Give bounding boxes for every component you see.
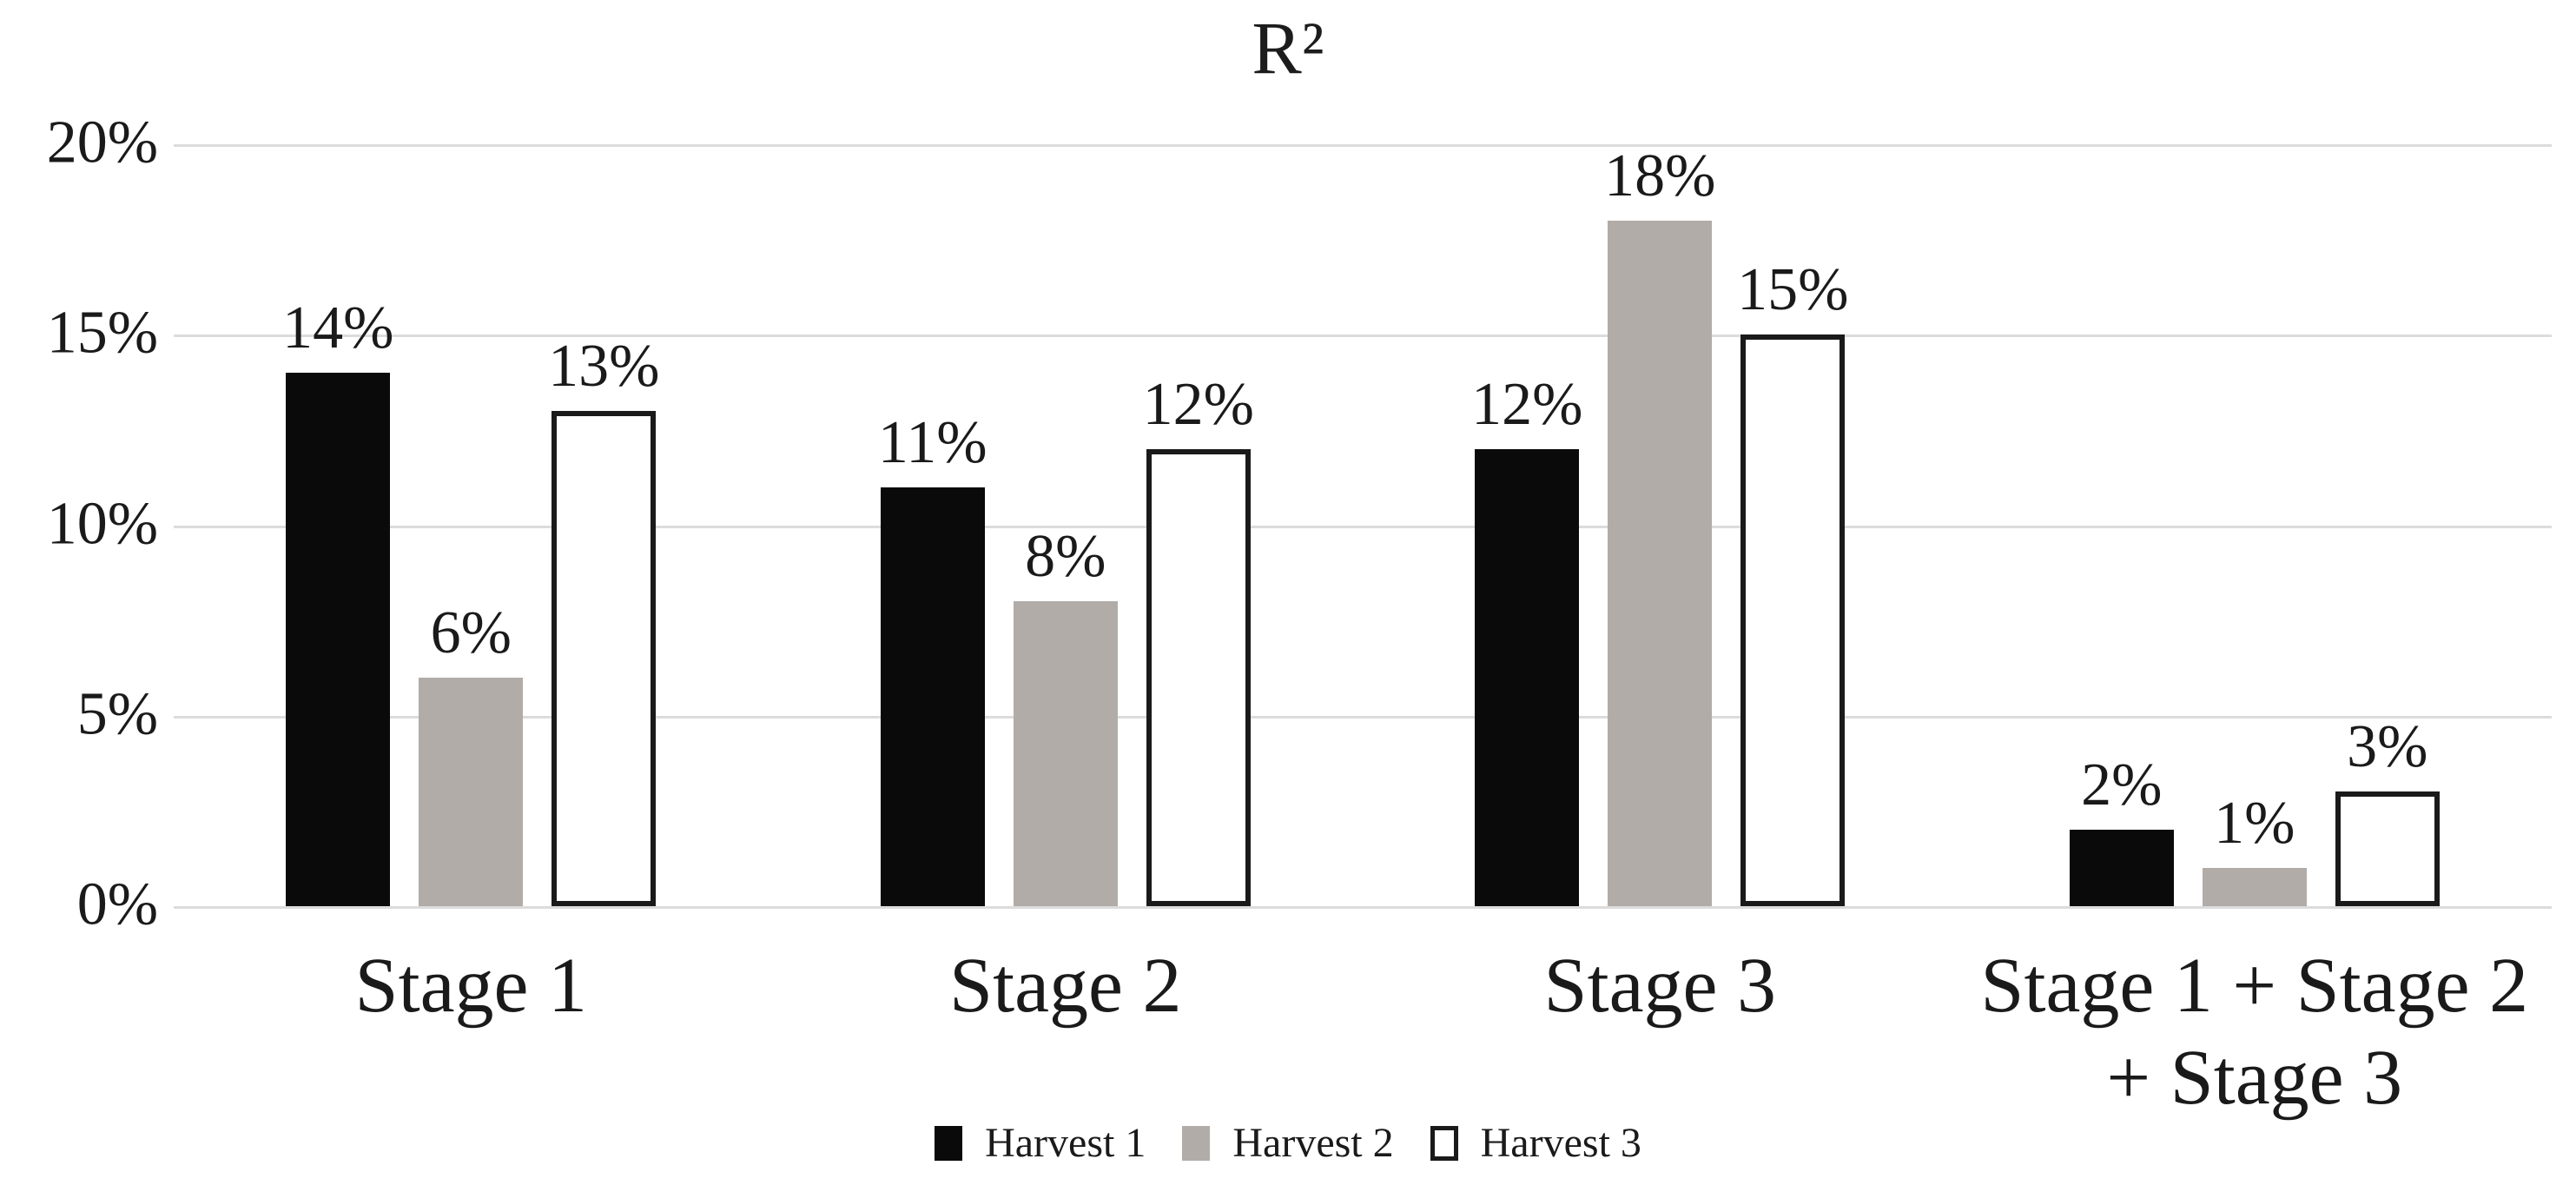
legend-swatch (1182, 1126, 1211, 1161)
bar-with-label: 11% (877, 144, 987, 906)
y-axis-tick-label: 15% (46, 299, 158, 367)
gridline (174, 525, 2552, 528)
gridline (174, 144, 2552, 147)
category-label: Stage 1 (354, 943, 587, 1029)
gridline (174, 715, 2552, 719)
bar-with-label: 14% (282, 144, 393, 906)
bar-harvest-3 (552, 410, 657, 906)
bar-with-label: 12% (1471, 144, 1582, 906)
bar-group: 2% 1% 3% (1958, 144, 2553, 906)
category-label: Stage 2 (949, 943, 1182, 1029)
bar-with-label: 1% (2202, 144, 2307, 906)
x-axis: Stage 1 Stage 2 Stage 3 Stage 1 + Stage 2 +… (174, 940, 2552, 1124)
bar-harvest-2 (2202, 868, 2307, 906)
legend-item: Harvest 1 (935, 1122, 1146, 1164)
bar-with-label: 3% (2335, 144, 2440, 906)
bar-value-label: 11% (877, 408, 987, 476)
bar-with-label: 8% (1013, 144, 1118, 906)
bar-with-label: 15% (1737, 144, 1849, 906)
y-axis-tick-label: 10% (46, 490, 158, 558)
bar-harvest-2 (1013, 601, 1118, 906)
bar-harvest-1 (880, 487, 985, 906)
bar-harvest-1 (286, 373, 391, 906)
plot-area: 14% 6% 13% 11% 8% 12% 12% 18% 15% 2% 1% 3% (174, 144, 2552, 909)
bar-harvest-3 (1740, 334, 1846, 906)
legend-label: Harvest 2 (1232, 1120, 1394, 1166)
bar-group: 12% 18% 15% (1363, 144, 1958, 906)
y-axis-tick-label: 20% (46, 109, 158, 176)
legend-label: Harvest 1 (985, 1120, 1146, 1166)
legend-swatch (1430, 1126, 1458, 1161)
bar-value-label: 3% (2347, 713, 2428, 781)
y-axis: 20% 15% 10% 5% 0% (0, 112, 158, 935)
bar-harvest-3 (1146, 448, 1251, 906)
legend-item: Harvest 3 (1430, 1122, 1641, 1164)
category-label: Stage 3 (1543, 943, 1776, 1029)
bar-value-label: 12% (1471, 370, 1583, 438)
bar-value-label: 14% (282, 295, 394, 362)
bar-harvest-2 (419, 677, 524, 906)
bar-value-label: 2% (2081, 752, 2163, 819)
bar-group: 11% 8% 12% (769, 144, 1364, 906)
bar-with-label: 6% (419, 144, 524, 906)
bar-value-label: 15% (1737, 256, 1849, 324)
category-label: Stage 1 + Stage 2 + Stage 3 (1980, 943, 2529, 1122)
legend-swatch (935, 1126, 963, 1161)
gridline (174, 906, 2552, 909)
bar-value-label: 13% (548, 332, 660, 400)
gridline (174, 334, 2552, 338)
y-axis-tick-label: 0% (76, 871, 158, 938)
bar-value-label: 6% (430, 599, 512, 666)
bar-harvest-2 (1608, 220, 1713, 906)
legend: Harvest 1 Harvest 2 Harvest 3 (0, 1122, 2576, 1164)
bar-group: 14% 6% 13% (174, 144, 769, 906)
legend-label: Harvest 3 (1480, 1120, 1641, 1166)
bar-value-label: 8% (1025, 523, 1106, 591)
bar-harvest-3 (2335, 791, 2440, 906)
legend-item: Harvest 2 (1182, 1120, 1394, 1166)
chart-title: R² (1252, 6, 1324, 89)
bar-value-label: 18% (1604, 142, 1716, 209)
bar-with-label: 13% (548, 144, 659, 906)
bar-value-label: 12% (1142, 370, 1254, 438)
y-axis-tick-label: 5% (76, 680, 158, 748)
bar-with-label: 2% (2069, 144, 2174, 906)
bar-harvest-1 (1475, 448, 1580, 906)
bar-value-label: 1% (2214, 790, 2295, 858)
bar-groups: 14% 6% 13% 11% 8% 12% 12% 18% 15% 2% 1% 3% (174, 144, 2552, 906)
bar-with-label: 18% (1604, 144, 1715, 906)
bar-harvest-1 (2069, 830, 2174, 906)
bar-with-label: 12% (1142, 144, 1254, 906)
